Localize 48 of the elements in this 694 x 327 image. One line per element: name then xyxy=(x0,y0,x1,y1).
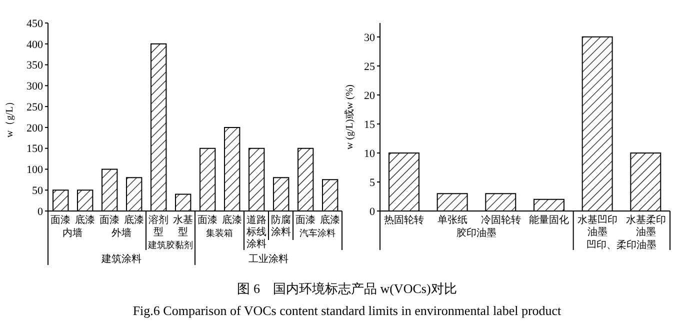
text: 工业涂料 xyxy=(248,253,288,265)
text: 建筑胶黏剂 xyxy=(147,240,193,250)
y-tick-label: 300 xyxy=(26,80,44,93)
x-tick-label: 底漆 xyxy=(74,214,95,226)
x-tick-label: 道路标线涂料 xyxy=(245,214,266,250)
x-tick-label: 溶剂型 xyxy=(148,214,168,238)
x-tick-label: 防腐涂料 xyxy=(270,214,291,238)
y-tick-label: 350 xyxy=(26,60,44,72)
y-axis-title: w（g/L） xyxy=(4,96,16,138)
y-tick-label: 450 xyxy=(26,18,44,30)
y-tick-label: 20 xyxy=(364,90,376,102)
x-tick-label: 水基柔印油墨 xyxy=(626,214,666,238)
y-tick-label: 50 xyxy=(32,185,44,198)
y-tick-label: 200 xyxy=(26,122,44,134)
x-tick-label: 水基凹印油墨 xyxy=(578,214,618,238)
x-tick-label: 底漆 xyxy=(124,214,144,226)
y-tick-label: 250 xyxy=(26,101,44,114)
y-tick-label: 0 xyxy=(38,206,44,218)
y-tick-label: 30 xyxy=(364,32,376,44)
x-tick-label: 面漆 xyxy=(295,214,316,226)
text: 胶印油墨 xyxy=(456,227,497,239)
y-tick-label: 150 xyxy=(26,143,44,156)
y-tick-label: 5 xyxy=(370,176,376,189)
text: 建筑涂料 xyxy=(100,253,142,265)
x-tick-label: 冷固轮转 xyxy=(480,214,521,226)
text: Fig.6 Comparison of VOCs content standard limits in environmental label product xyxy=(132,303,562,319)
y-tick-label: 10 xyxy=(364,148,376,160)
text: 外墙 xyxy=(112,227,132,239)
y-tick-label: 400 xyxy=(26,38,44,51)
text: 内墙 xyxy=(62,227,82,239)
x-tick-label: 底漆 xyxy=(320,214,340,226)
x-tick-label: 能量固化 xyxy=(529,214,570,226)
y-tick-label: 25 xyxy=(364,60,376,73)
x-tick-label: 面漆 xyxy=(197,214,218,226)
x-tick-label: 底漆 xyxy=(222,214,242,226)
text: 凹印、柔印油墨 xyxy=(586,239,657,251)
x-tick-label: 水基型 xyxy=(172,214,193,238)
x-tick-label: 面漆 xyxy=(50,214,70,226)
text: 集装箱 xyxy=(206,228,233,238)
y-tick-label: 0 xyxy=(370,206,376,218)
y-tick-label: 100 xyxy=(26,164,44,176)
text: 图 6 国内环境标志产品 w(VOCs)对比 xyxy=(236,280,458,298)
x-tick-label: 面漆 xyxy=(99,214,120,226)
y-tick-label: 15 xyxy=(364,118,376,131)
x-tick-label: 单张纸 xyxy=(438,214,468,226)
y-axis-title: w (g/L)或w (%) xyxy=(344,84,356,150)
x-tick-label: 热固轮转 xyxy=(384,214,424,226)
text: 汽车涂料 xyxy=(300,228,336,238)
